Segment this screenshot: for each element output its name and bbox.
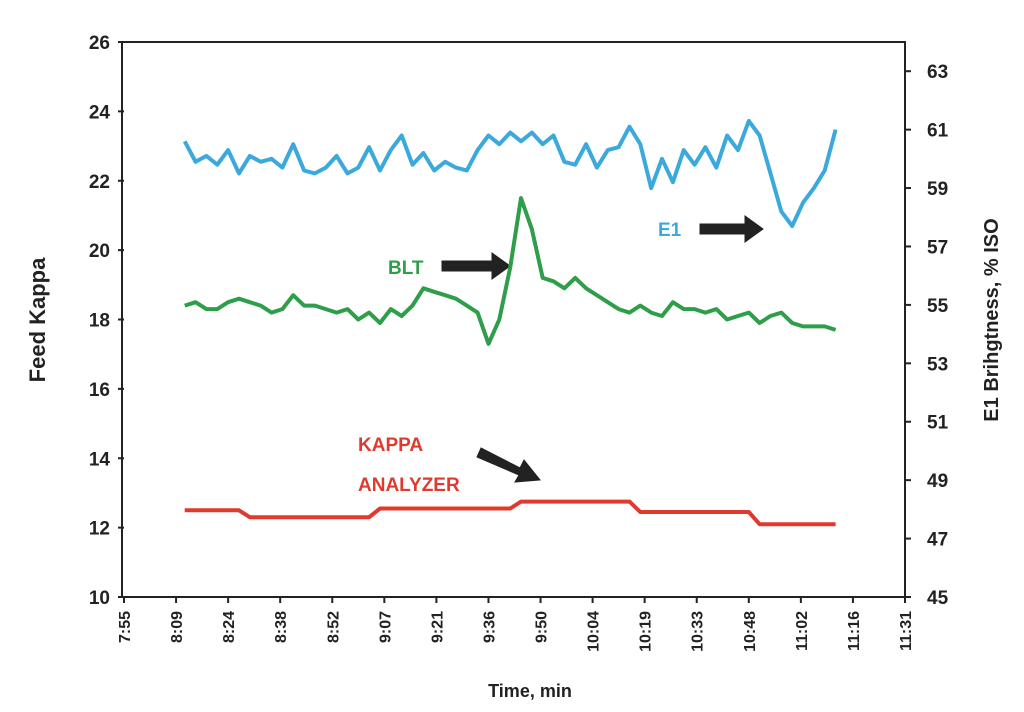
arrow [699,215,764,243]
y-tick-label: 24 [89,102,111,123]
arrow [476,447,541,483]
x-tick-label: 9:36 [481,611,498,643]
arrow [441,252,511,280]
x-tick-label: 8:38 [273,611,290,643]
series-line [184,499,836,527]
x-tick-label: 11:31 [898,611,915,651]
y2-tick-label: 57 [927,237,948,258]
x-tick-label: 11:16 [846,611,863,651]
annotation: ANALYZER [358,475,460,496]
x-tick-label: 9:07 [377,611,394,643]
annotation: BLT [388,258,424,279]
x-tick-label: 8:09 [169,611,186,643]
y2-tick-label: 53 [927,354,948,375]
annotation: E1 [658,220,682,241]
annotation: KAPPA [358,435,423,456]
x-tick-label: 9:21 [429,611,446,643]
y-tick-label: 22 [89,172,110,193]
y2-tick-label: 49 [927,471,948,492]
y-tick-label: 16 [89,380,110,401]
y-tick-label: 20 [89,241,110,262]
y2-tick-label: 45 [927,588,949,609]
x-tick-label: 7:55 [117,611,134,643]
y2-tick-label: 59 [927,179,948,200]
y2-tick-label: 55 [927,296,949,317]
x-tick-label: 11:02 [794,611,811,651]
y-tick-label: 14 [89,449,111,470]
x-tick-label: 9:50 [534,611,551,643]
series-line [184,196,837,346]
x-tick-label: 8:24 [221,611,238,643]
y-tick-label: 10 [89,588,110,609]
y-tick-label: 26 [89,33,110,54]
x-tick-label: 10:19 [638,611,655,652]
y-tick-label: 12 [89,519,110,540]
arrows [441,215,764,483]
x-tick-label: 8:52 [325,611,342,643]
series-line [182,118,838,228]
x-tick-label: 10:33 [690,611,707,652]
y2-tick-label: 61 [927,121,949,142]
x-axis-title: Time, min [488,681,572,701]
y2-tick-label: 51 [927,413,949,434]
y2-tick-label: 47 [927,530,948,551]
y2-axis-title: E1 Brihgtness, % ISO [981,218,1003,421]
y-axis-title: Feed Kappa [25,257,50,382]
y2-tick-label: 63 [927,62,948,83]
x-tick-label: 10:04 [586,611,603,652]
x-tick-label: 10:48 [742,611,759,652]
y-tick-label: 18 [89,311,110,332]
